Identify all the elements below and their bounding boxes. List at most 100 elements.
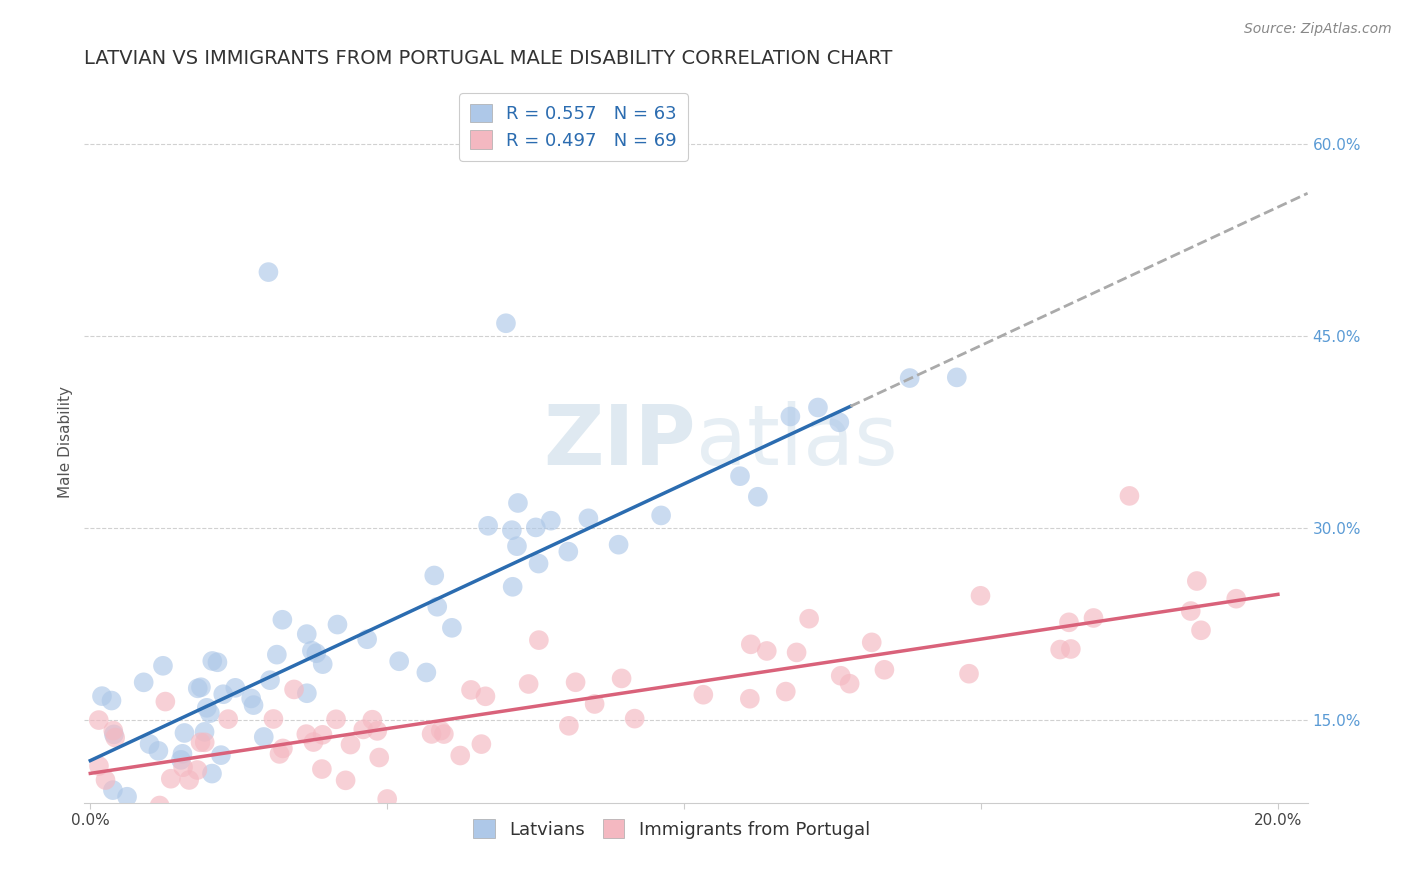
Point [295,627,318,641]
Point [266,648,288,662]
Point [650,508,672,523]
Point [375,792,398,806]
Point [969,589,991,603]
Point [830,669,852,683]
Point [311,728,333,742]
Point [1225,591,1247,606]
Point [339,738,361,752]
Point [1180,604,1202,618]
Point [1060,642,1083,657]
Point [423,568,446,582]
Point [132,675,155,690]
Point [257,265,280,279]
Point [558,719,581,733]
Point [474,690,496,704]
Point [747,490,769,504]
Point [295,727,318,741]
Point [212,687,235,701]
Point [779,409,801,424]
Point [271,741,294,756]
Point [193,724,215,739]
Point [269,747,291,761]
Point [173,726,195,740]
Point [271,613,294,627]
Point [103,727,125,741]
Text: Source: ZipAtlas.com: Source: ZipAtlas.com [1244,22,1392,37]
Point [524,520,547,534]
Point [87,713,110,727]
Point [873,663,896,677]
Y-axis label: Male Disability: Male Disability [58,385,73,498]
Point [755,644,778,658]
Point [1083,611,1105,625]
Point [426,599,449,614]
Point [201,766,224,780]
Point [224,681,246,695]
Point [957,666,980,681]
Point [470,737,492,751]
Point [738,691,761,706]
Point [135,809,157,823]
Point [506,496,529,510]
Point [1118,489,1140,503]
Point [187,681,209,696]
Point [148,744,170,758]
Point [259,673,281,688]
Point [495,316,517,330]
Point [149,798,172,813]
Point [368,750,391,764]
Point [430,723,453,738]
Point [311,762,333,776]
Text: LATVIAN VS IMMIGRANTS FROM PORTUGAL MALE DISABILITY CORRELATION CHART: LATVIAN VS IMMIGRANTS FROM PORTUGAL MALE… [84,48,893,68]
Point [564,675,586,690]
Point [172,760,194,774]
Point [440,621,463,635]
Point [186,763,208,777]
Point [155,695,177,709]
Point [195,701,218,715]
Point [101,783,124,797]
Point [775,684,797,698]
Point [527,633,550,648]
Point [449,748,471,763]
Point [1189,624,1212,638]
Point [517,677,540,691]
Point [1185,574,1208,588]
Point [96,810,118,824]
Point [100,693,122,707]
Point [170,753,193,767]
Point [501,523,523,537]
Point [103,723,125,738]
Point [502,580,524,594]
Point [361,713,384,727]
Point [190,680,212,694]
Point [179,772,201,787]
Point [728,469,751,483]
Point [557,544,579,558]
Point [301,643,323,657]
Point [477,518,499,533]
Point [201,654,224,668]
Point [583,697,606,711]
Point [415,665,437,680]
Point [253,730,276,744]
Point [828,415,851,429]
Point [946,370,969,384]
Point [388,654,411,668]
Point [302,735,325,749]
Point [506,539,529,553]
Point [283,682,305,697]
Point [335,773,357,788]
Point [623,712,645,726]
Point [87,759,110,773]
Point [326,617,349,632]
Point [366,723,388,738]
Legend: Latvians, Immigrants from Portugal: Latvians, Immigrants from Portugal [465,812,877,846]
Point [159,772,181,786]
Point [898,371,921,385]
Point [540,514,562,528]
Point [420,727,443,741]
Point [1057,615,1080,630]
Point [786,645,808,659]
Point [91,689,114,703]
